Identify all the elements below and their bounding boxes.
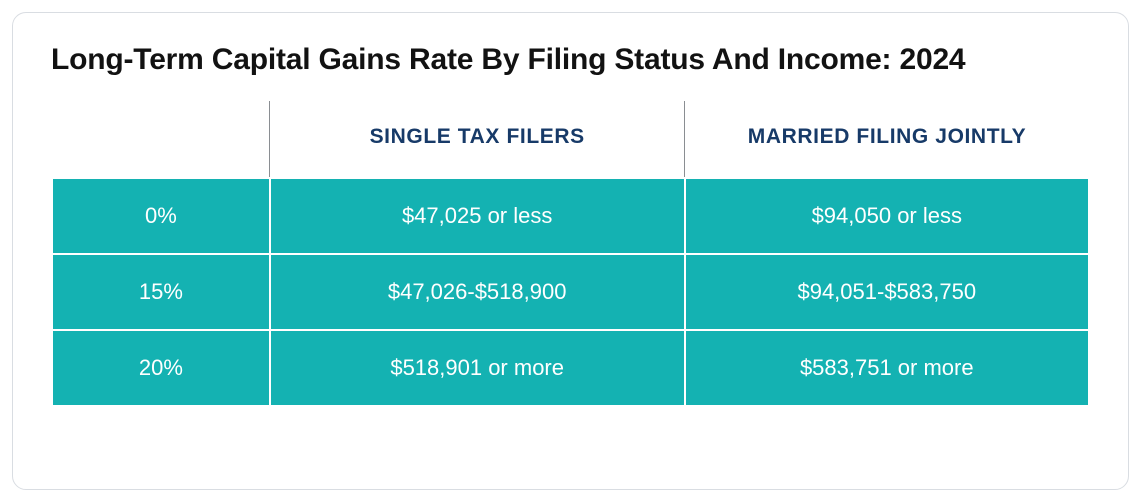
table-header-mfj: MARRIED FILING JOINTLY bbox=[685, 101, 1089, 178]
card-title: Long-Term Capital Gains Rate By Filing S… bbox=[51, 43, 1090, 77]
table-header-row: SINGLE TAX FILERS MARRIED FILING JOINTLY bbox=[52, 101, 1089, 178]
cell-mfj: $583,751 or more bbox=[685, 330, 1089, 406]
cell-single: $47,026-$518,900 bbox=[270, 254, 685, 330]
cell-single: $47,025 or less bbox=[270, 178, 685, 254]
cell-single: $518,901 or more bbox=[270, 330, 685, 406]
table-row: 0% $47,025 or less $94,050 or less bbox=[52, 178, 1089, 254]
cell-mfj: $94,050 or less bbox=[685, 178, 1089, 254]
cell-rate: 0% bbox=[52, 178, 270, 254]
rate-card: Long-Term Capital Gains Rate By Filing S… bbox=[12, 12, 1129, 490]
cell-mfj: $94,051-$583,750 bbox=[685, 254, 1089, 330]
cell-rate: 15% bbox=[52, 254, 270, 330]
table-row: 20% $518,901 or more $583,751 or more bbox=[52, 330, 1089, 406]
table-header-single: SINGLE TAX FILERS bbox=[270, 101, 685, 178]
cell-rate: 20% bbox=[52, 330, 270, 406]
table-row: 15% $47,026-$518,900 $94,051-$583,750 bbox=[52, 254, 1089, 330]
table-header-blank bbox=[52, 101, 270, 178]
rates-table: SINGLE TAX FILERS MARRIED FILING JOINTLY… bbox=[51, 101, 1090, 407]
